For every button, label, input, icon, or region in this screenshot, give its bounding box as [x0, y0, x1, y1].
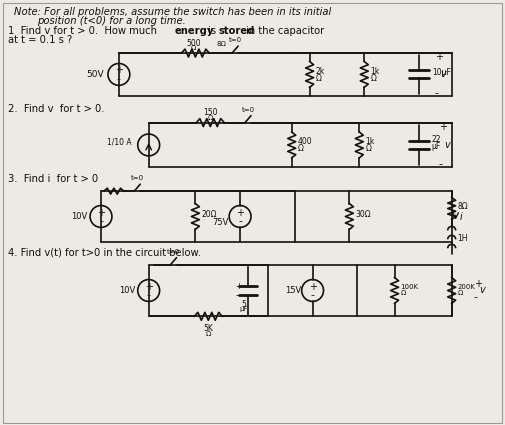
Text: +: +	[144, 281, 153, 292]
Text: 400: 400	[297, 137, 312, 147]
Text: i: i	[459, 212, 462, 222]
Text: +: +	[438, 122, 446, 132]
Text: is: is	[208, 26, 216, 36]
Text: 10V: 10V	[71, 212, 87, 221]
Text: -: -	[99, 216, 103, 227]
Text: 75V: 75V	[212, 218, 228, 227]
Text: t=0: t=0	[167, 249, 180, 255]
Text: energy: energy	[174, 26, 214, 36]
Text: +: +	[97, 207, 105, 218]
Text: t=0: t=0	[130, 175, 143, 181]
Text: +: +	[236, 207, 243, 218]
Text: -: -	[473, 292, 477, 303]
Text: 1H: 1H	[457, 234, 467, 243]
Text: 30Ω: 30Ω	[355, 210, 370, 219]
Text: Ω: Ω	[315, 74, 321, 83]
Text: 1/10 A: 1/10 A	[107, 137, 131, 147]
Text: v: v	[479, 286, 484, 295]
Text: 1k: 1k	[365, 137, 374, 147]
Text: +: +	[115, 65, 123, 75]
Text: -: -	[434, 88, 438, 98]
Text: -: -	[438, 159, 442, 169]
Text: μF: μF	[239, 306, 248, 312]
Text: Ω: Ω	[365, 144, 370, 153]
Text: Ω: Ω	[370, 74, 375, 83]
Text: -: -	[146, 290, 150, 300]
Text: +: +	[235, 282, 241, 291]
Text: 100K: 100K	[400, 283, 418, 289]
Text: 10V: 10V	[119, 286, 135, 295]
Text: Note: For all problems, assume the switch has been in its initial: Note: For all problems, assume the switc…	[14, 7, 330, 17]
Text: 8Ω: 8Ω	[457, 202, 467, 211]
Text: position (t<0) for a long time.: position (t<0) for a long time.	[37, 16, 186, 26]
Text: Ω: Ω	[297, 144, 303, 153]
Text: t=0: t=0	[228, 37, 241, 43]
Text: t=0: t=0	[241, 107, 254, 113]
Text: 2.  Find v  for t > 0.: 2. Find v for t > 0.	[8, 104, 104, 113]
Text: 5K: 5K	[203, 324, 213, 333]
Text: 3.  Find i  for t > 0: 3. Find i for t > 0	[8, 174, 97, 184]
Text: -: -	[238, 216, 241, 227]
Text: 22: 22	[431, 136, 440, 144]
Text: 200K: 200K	[457, 283, 475, 289]
Text: at t = 0.1 s ?: at t = 0.1 s ?	[8, 35, 72, 45]
Text: 20Ω: 20Ω	[201, 210, 217, 219]
Text: 2k: 2k	[315, 67, 324, 76]
Text: Ω: Ω	[190, 45, 196, 51]
Text: v: v	[440, 69, 445, 79]
Text: μF: μF	[431, 142, 440, 151]
Text: -: -	[310, 290, 314, 300]
Text: 150: 150	[203, 108, 217, 117]
Text: Ω: Ω	[400, 290, 405, 297]
Text: Ω: Ω	[457, 290, 462, 297]
Text: +: +	[473, 278, 481, 289]
Text: stored: stored	[218, 26, 254, 36]
Text: +: +	[434, 52, 442, 62]
Text: 8Ω: 8Ω	[216, 41, 226, 47]
Text: -: -	[235, 290, 238, 300]
Text: 10μF: 10μF	[431, 68, 450, 77]
Text: 50V: 50V	[86, 70, 104, 79]
Text: Ω: Ω	[205, 331, 211, 337]
Text: +: +	[308, 281, 316, 292]
Text: 1k: 1k	[370, 67, 379, 76]
Text: v: v	[444, 140, 449, 150]
FancyBboxPatch shape	[3, 3, 501, 422]
Text: in the capacitor: in the capacitor	[245, 26, 324, 36]
Text: Ω: Ω	[207, 115, 213, 121]
Text: 5: 5	[241, 300, 246, 309]
Text: 1  Find v for t > 0.  How much: 1 Find v for t > 0. How much	[8, 26, 160, 36]
Text: 15V: 15V	[284, 286, 300, 295]
Text: 500: 500	[186, 39, 200, 48]
Text: 4. Find v(t) for t>0 in the circuit below.: 4. Find v(t) for t>0 in the circuit belo…	[8, 248, 200, 258]
Text: -: -	[117, 74, 121, 85]
